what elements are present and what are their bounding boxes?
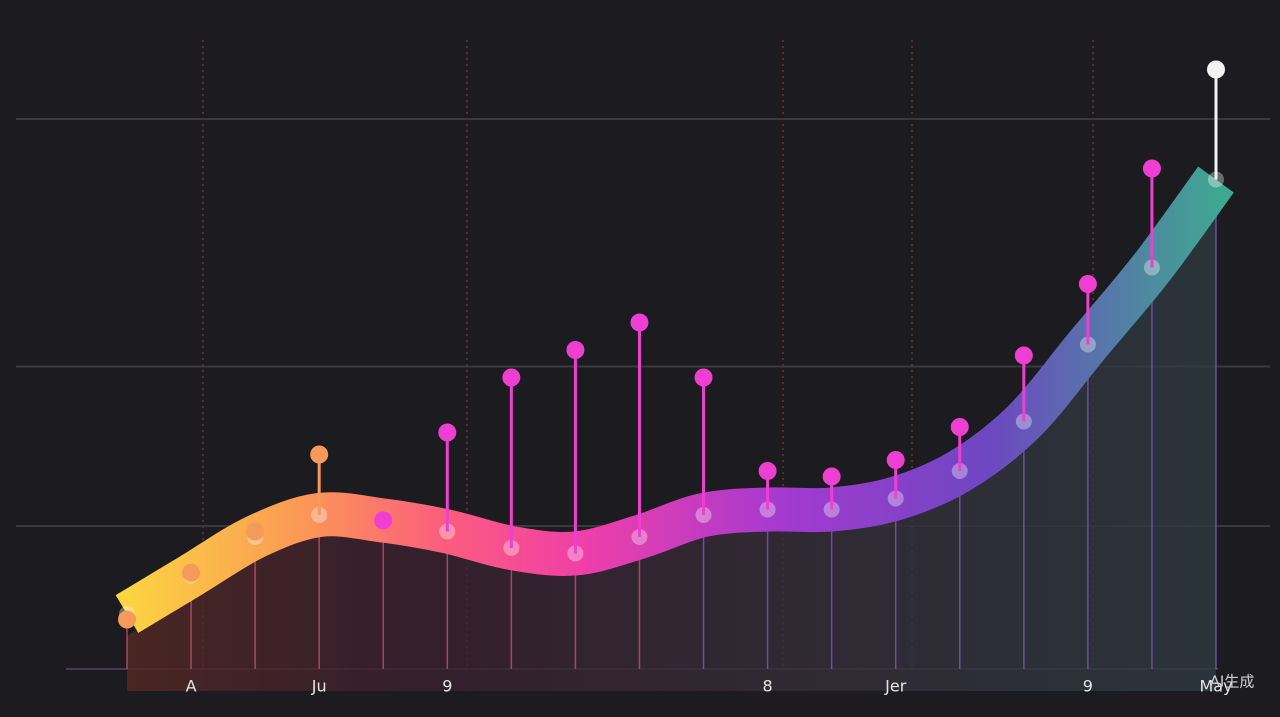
pin-head xyxy=(310,445,329,464)
x-tick-label: Ju xyxy=(311,677,327,696)
pin-head xyxy=(374,511,393,530)
watermark: AI生成 xyxy=(1210,673,1255,691)
pin-head xyxy=(694,368,713,387)
pin-head xyxy=(118,610,136,629)
pin-head xyxy=(246,522,265,541)
pin-head xyxy=(822,467,841,486)
x-tick-label: Jer xyxy=(884,677,907,696)
pin-head xyxy=(758,462,777,480)
pin-head xyxy=(1142,159,1161,178)
x-tick-label: A xyxy=(186,677,197,696)
x-tick-label: 9 xyxy=(1083,677,1093,696)
pin-head xyxy=(438,423,457,442)
pin-head xyxy=(630,313,649,332)
pin-head xyxy=(182,563,201,582)
x-tick-label: May xyxy=(1199,677,1232,696)
pin-head xyxy=(566,341,585,359)
x-tick-label: 9 xyxy=(442,677,452,696)
pin-head xyxy=(1078,275,1097,293)
pin-head xyxy=(502,368,521,387)
x-tick-label: 8 xyxy=(762,677,772,696)
pin-head xyxy=(1014,346,1033,365)
pin-head xyxy=(950,418,969,436)
area xyxy=(127,201,1216,691)
pin-head xyxy=(886,451,905,469)
pin-head xyxy=(1207,60,1225,79)
band-line xyxy=(115,166,1234,633)
